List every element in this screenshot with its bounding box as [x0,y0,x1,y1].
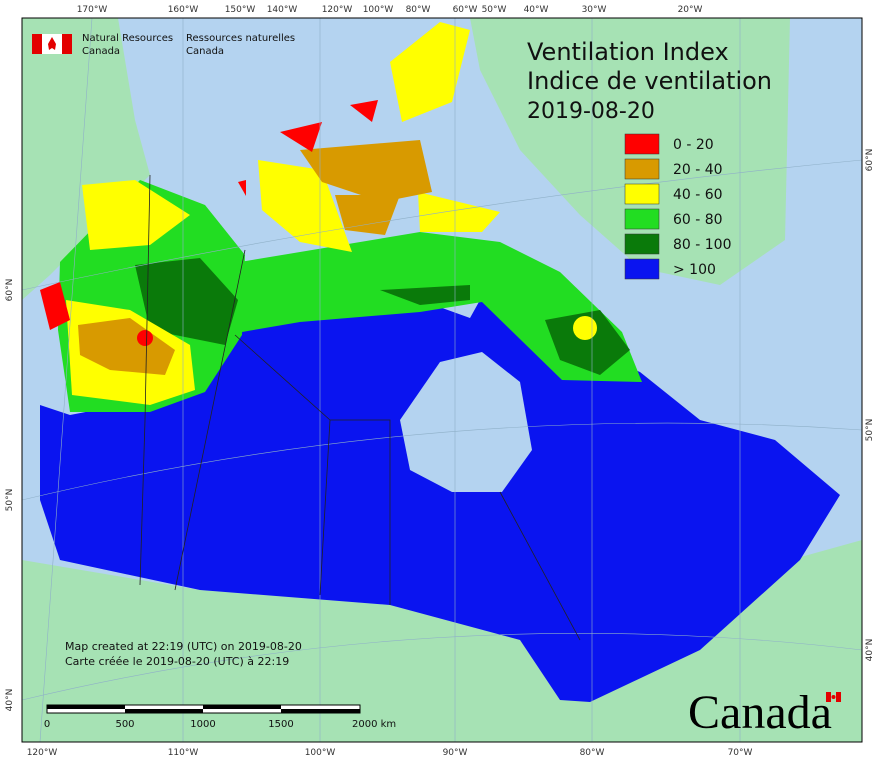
legend-swatch [624,208,660,230]
map-border [21,17,863,743]
legend-swatch [624,258,660,280]
logo-flag [32,34,72,54]
title-date: 2019-08-20 [527,99,655,124]
flag-bar [32,34,42,54]
graticule-label: 40°N [5,689,15,712]
map-body [21,17,863,743]
scale-seg [203,705,281,709]
zone-darkgreen-nw [135,258,238,345]
graticule-label: 50°N [865,419,875,442]
flag-bar [62,34,72,54]
graticule-label: 80°W [406,5,431,15]
legend-swatch [624,183,660,205]
note: Carte créée le 2019-08-20 (UTC) à 22:19 [65,655,289,668]
legend-label: 0 - 20 [673,137,714,153]
scale-label: 500 [115,719,134,730]
scale-seg [47,705,125,709]
legend-label: > 100 [673,262,716,278]
legend-label: 20 - 40 [673,162,723,178]
graticule-label: 60°W [453,5,478,15]
graticule-label: 40°W [524,5,549,15]
zone-red-arctic [280,122,322,152]
graticule-label: 60°N [865,149,875,172]
graticule-label: 100°W [305,748,336,758]
wordmark-flag [836,692,841,702]
alaska [22,18,150,300]
note: Map created at 22:19 (UTC) on 2019-08-20 [65,640,302,653]
zone-red-arctic-3 [238,180,246,196]
graticule-label: 50°N [5,489,15,512]
zone-orange-nw [78,318,175,375]
scale-bar [46,704,361,714]
canada-wordmark: Canada [688,686,832,739]
graticule-label: 170°W [77,5,108,15]
scale-label: 2000 km [352,719,396,730]
graticule-label: 50°W [482,5,507,15]
legend-label: 40 - 60 [673,187,723,203]
graticule-label: 80°W [580,748,605,758]
parallels [21,159,863,701]
flag-leaf [48,37,56,50]
graticule-label: 120°W [322,5,353,15]
graticule-label: 30°W [582,5,607,15]
agency-en: Natural Resources [82,33,173,44]
graticule-label: 40°N [865,639,875,662]
graticule-label: 100°W [363,5,394,15]
meridians [39,17,741,743]
zone-yellow-island [258,160,352,252]
province-borders [139,174,581,641]
scale-label: 1500 [268,719,293,730]
zone-green-arctic [240,232,642,382]
graticule-label: 110°W [168,748,199,758]
legend-swatch [624,158,660,180]
scale-label: 0 [44,719,50,730]
zone-orange-arctic-2 [335,195,400,235]
legend-swatch [624,133,660,155]
united-states [22,540,862,742]
agency-fr: Canada [186,46,224,57]
zone-red-arctic-2 [350,100,378,122]
zone-red-coast [40,282,70,330]
graticule-label: 150°W [225,5,256,15]
zone-darkgreen-arctic [380,285,470,305]
legend-swatch [624,233,660,255]
zone-red-spot [137,330,153,346]
zone-darkgreen-east [545,310,630,375]
agency-fr: Ressources naturelles [186,33,295,44]
graticule-label: 140°W [267,5,298,15]
zone-yellow-yukon [82,180,190,250]
agency-en: Canada [82,46,120,57]
graticule-label: 20°W [678,5,703,15]
graticule-label: 60°N [5,279,15,302]
graticule-label: 90°W [443,748,468,758]
wordmark: Canada [688,686,841,739]
title: Ventilation Index [527,38,729,66]
scale-seg [281,709,360,713]
zone-orange-arctic [300,140,432,202]
zone-yellow-ellesmere [390,22,470,122]
zone-yellow-spot [573,316,597,340]
legend-label: 60 - 80 [673,212,723,228]
wordmark-leaf [831,695,836,699]
scale-label: 1000 [190,719,215,730]
graticule-label: 70°W [728,748,753,758]
title: Indice de ventilation [527,67,772,95]
wordmark-flag [826,692,831,702]
legend-label: 80 - 100 [673,237,732,253]
zone-yellow-baffin [418,192,500,232]
graticule-label: 160°W [168,5,199,15]
graticule-label: 120°W [27,748,58,758]
hudson-bay [400,352,532,492]
scale-seg [125,709,203,713]
canada-mainland [40,300,840,702]
